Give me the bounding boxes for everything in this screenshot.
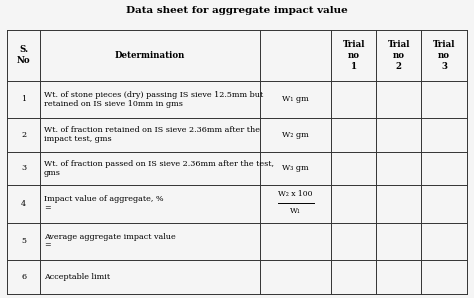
Text: W₁ gm: W₁ gm [282, 95, 309, 103]
Text: =: = [44, 242, 51, 250]
Text: =: = [44, 204, 51, 212]
Text: W₃ gm: W₃ gm [283, 164, 309, 173]
Text: Acceptable limit: Acceptable limit [44, 273, 110, 281]
Text: S.
No: S. No [17, 45, 30, 65]
Text: 5: 5 [21, 237, 26, 245]
Text: retained on IS sieve 10mm in gms: retained on IS sieve 10mm in gms [44, 100, 183, 108]
Text: Determination: Determination [115, 51, 185, 60]
Text: 4: 4 [21, 200, 26, 208]
Text: 2: 2 [21, 131, 26, 139]
Text: Wt. of fraction passed on IS sieve 2.36mm after the test,: Wt. of fraction passed on IS sieve 2.36m… [44, 160, 274, 168]
Text: Wt. of fraction retained on IS sieve 2.36mm after the: Wt. of fraction retained on IS sieve 2.3… [44, 126, 260, 134]
Text: W₂ x 100: W₂ x 100 [278, 190, 313, 198]
Text: 1: 1 [21, 95, 26, 103]
Text: Data sheet for aggregate impact value: Data sheet for aggregate impact value [126, 6, 348, 15]
Text: Trial
no
1: Trial no 1 [343, 40, 365, 71]
Text: gms: gms [44, 169, 61, 177]
Text: Impact value of aggregate, %: Impact value of aggregate, % [44, 195, 164, 203]
Text: 3: 3 [21, 164, 26, 173]
Text: Average aggregate impact value: Average aggregate impact value [44, 232, 176, 240]
Text: Wt. of stone pieces (dry) passing IS sieve 12.5mm but: Wt. of stone pieces (dry) passing IS sie… [44, 91, 263, 99]
Text: Trial
no
2: Trial no 2 [388, 40, 410, 71]
Text: impact test, gms: impact test, gms [44, 135, 112, 143]
Text: W₂ gm: W₂ gm [282, 131, 309, 139]
Text: Trial
no
3: Trial no 3 [433, 40, 456, 71]
Text: 6: 6 [21, 273, 26, 281]
Text: W₁: W₁ [290, 207, 301, 215]
